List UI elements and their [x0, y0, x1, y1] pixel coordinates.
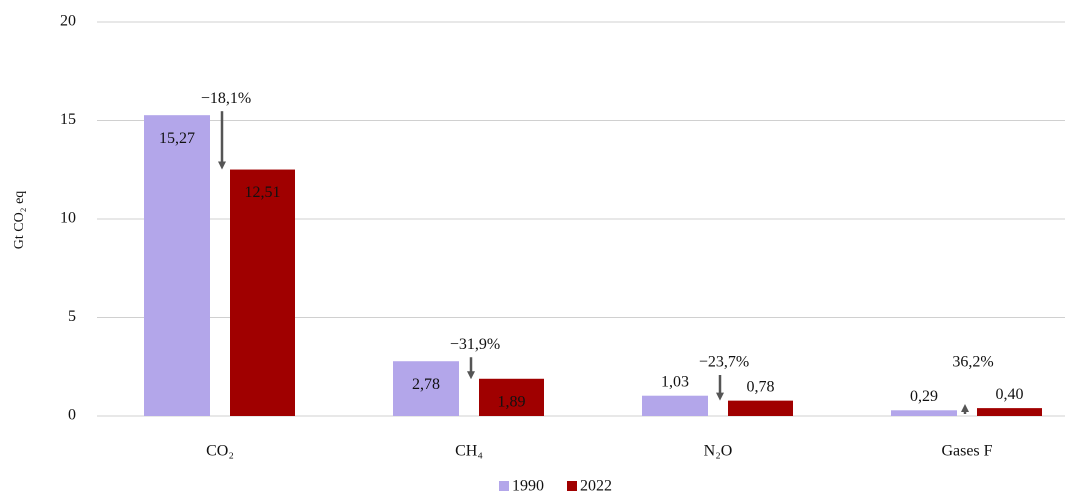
value-label: 0,29	[910, 388, 938, 405]
value-label: 12,51	[245, 184, 281, 201]
bar	[230, 169, 295, 416]
bar	[393, 361, 459, 416]
y-tick-label: 10	[60, 210, 76, 227]
annotation: −31,9%	[450, 336, 500, 353]
legend-label: 1990	[512, 478, 544, 493]
legend-swatch	[567, 481, 577, 491]
y-axis-label: Gt CO₂ eq	[12, 191, 27, 250]
annotation: −18,1%	[201, 90, 251, 107]
legend-swatch	[499, 481, 509, 491]
y-tick-label: 15	[60, 111, 76, 128]
legend-label: 2022	[580, 478, 612, 493]
x-tick-label: CH₄	[455, 443, 483, 460]
x-tick-label: CO₂	[206, 443, 234, 460]
bar	[728, 400, 793, 416]
annotation: 36,2%	[952, 354, 993, 371]
x-tick-label: Gases F	[941, 443, 992, 460]
value-label: 0,78	[747, 378, 775, 395]
bar	[977, 408, 1042, 416]
bar	[479, 378, 544, 416]
bar	[642, 395, 708, 416]
bar	[144, 115, 210, 416]
bar	[891, 410, 957, 416]
annotation: −23,7%	[699, 354, 749, 371]
y-tick-label: 20	[60, 13, 76, 30]
y-tick-label: 0	[68, 407, 76, 424]
value-label: 0,40	[996, 386, 1024, 403]
value-label: 1,89	[498, 393, 526, 410]
value-label: 15,27	[159, 130, 195, 147]
x-tick-label: N₂O	[704, 443, 733, 460]
y-tick-label: 5	[68, 308, 76, 325]
value-label: 2,78	[412, 376, 440, 393]
value-label: 1,03	[661, 373, 689, 390]
